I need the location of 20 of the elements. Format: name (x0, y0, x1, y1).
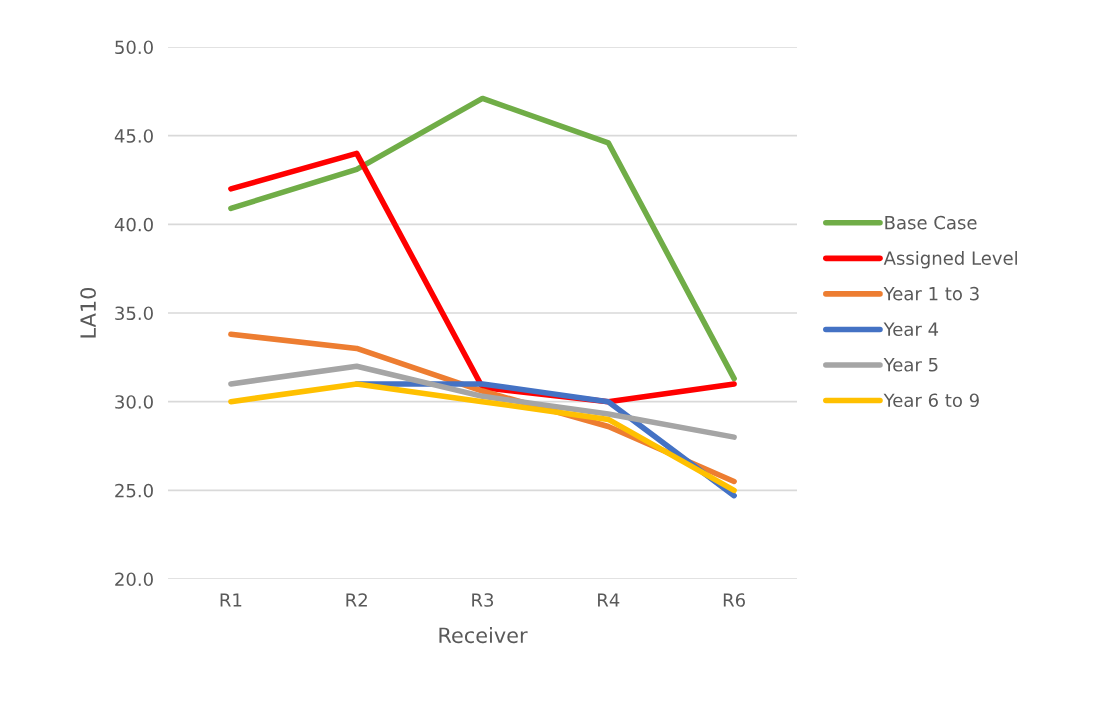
x-tick-label: R3 (472, 593, 494, 607)
y-tick-label: 40.0 (114, 217, 153, 232)
y-tick-label: 45.0 (114, 129, 153, 143)
x-tick-label: R2 (346, 593, 367, 607)
x-tick-label: R6 (723, 593, 745, 607)
y-axis-title: LA10 (80, 287, 96, 338)
legend-label: Assigned Level (883, 250, 1017, 269)
y-tick-label: 30.0 (115, 395, 153, 409)
x-tick-label: R4 (598, 593, 620, 607)
legend-label: Year 4 (883, 322, 939, 336)
legend-label: Year 6 to 9 (883, 393, 979, 408)
legend-label: Year 1 to 3 (883, 286, 979, 301)
y-tick-label: 20.0 (115, 572, 153, 587)
y-tick-label: 25.0 (115, 483, 153, 498)
legend-label: Base Case (885, 215, 977, 230)
y-tick-label: 35.0 (115, 306, 153, 321)
x-tick-label: R1 (220, 593, 242, 607)
x-axis-title: Receiver (439, 627, 528, 644)
y-tick-label: 50.0 (115, 40, 153, 55)
legend-label: Year 5 (883, 358, 938, 372)
